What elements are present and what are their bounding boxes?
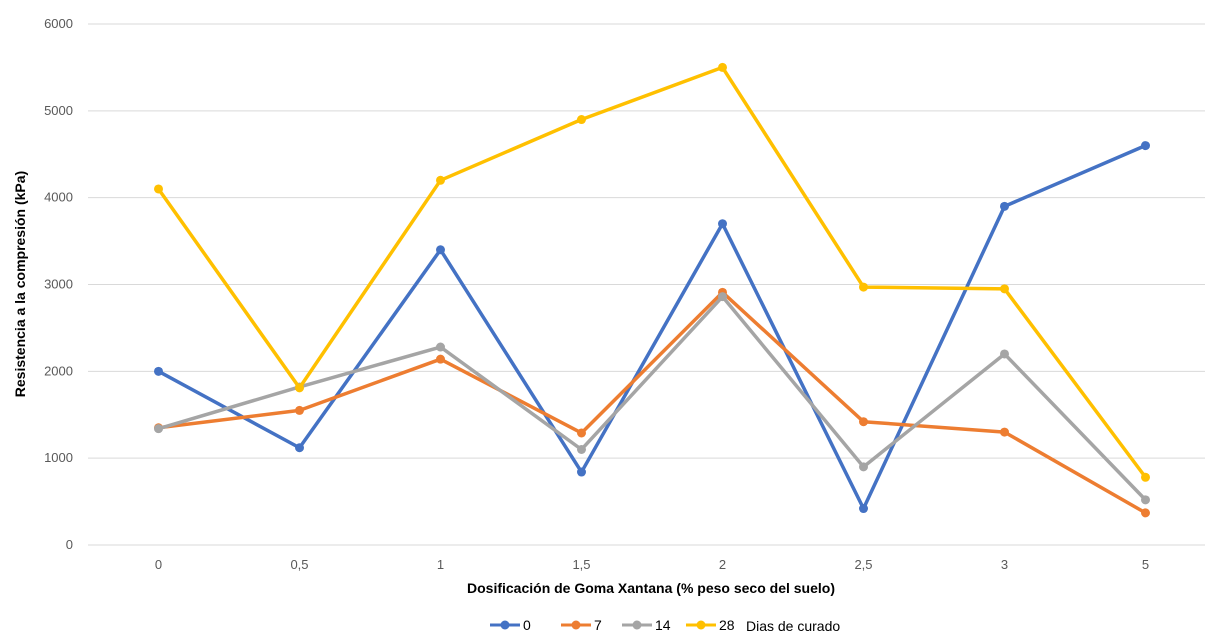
series-line: [156, 290, 1148, 515]
data-point: [577, 428, 586, 438]
data-point: [154, 366, 163, 376]
legend: Dias de curado 0 7 14 28: [490, 617, 840, 633]
data-point: [1000, 349, 1009, 359]
x-axis-title: Dosificación de Goma Xantana (% peso sec…: [467, 580, 835, 596]
x-tick-label: 0: [155, 557, 162, 572]
legend-label: 28: [719, 617, 735, 633]
data-point: [1000, 201, 1009, 211]
x-tick-label: 0,5: [290, 557, 308, 572]
data-point: [1141, 508, 1150, 518]
data-point: [436, 342, 445, 352]
series-28: [154, 62, 1150, 482]
data-point: [577, 467, 586, 477]
data-point: [859, 417, 868, 427]
legend-item-7: 7: [561, 617, 602, 633]
data-point: [1141, 472, 1150, 482]
data-point: [1000, 284, 1009, 294]
legend-swatch-marker: [571, 620, 581, 630]
series-line: [156, 65, 1148, 480]
x-tick-label: 5: [1142, 557, 1149, 572]
legend-swatch-marker: [500, 620, 510, 630]
x-tick-label: 2,5: [854, 557, 872, 572]
series-line: [156, 294, 1148, 502]
y-tick-label: 3000: [44, 277, 73, 292]
data-point: [436, 354, 445, 364]
data-point: [436, 175, 445, 185]
x-tick-label: 1: [437, 557, 444, 572]
x-axis-ticks: 0 0,5 1 1,5 2 2,5 3 5: [155, 557, 1149, 572]
series-line: [156, 143, 1148, 511]
data-point: [154, 184, 163, 194]
data-point: [436, 245, 445, 255]
legend-label: 0: [523, 617, 531, 633]
data-point: [859, 282, 868, 292]
data-point: [295, 383, 304, 393]
x-tick-label: 3: [1001, 557, 1008, 572]
series-7: [154, 287, 1150, 518]
data-point: [295, 405, 304, 415]
data-point: [1141, 495, 1150, 505]
y-tick-label: 0: [66, 537, 73, 552]
y-tick-label: 5000: [44, 103, 73, 118]
x-tick-label: 1,5: [572, 557, 590, 572]
data-point: [859, 462, 868, 472]
data-point: [718, 62, 727, 72]
data-point: [718, 292, 727, 302]
y-axis-title: Resistencia a la compresión (kPa): [12, 171, 28, 397]
legend-swatch-marker: [696, 620, 706, 630]
y-tick-label: 6000: [44, 16, 73, 31]
x-tick-label: 2: [719, 557, 726, 572]
y-tick-label: 1000: [44, 450, 73, 465]
legend-label: 14: [655, 617, 671, 633]
y-tick-label: 4000: [44, 190, 73, 205]
legend-item-0: 0: [490, 617, 531, 633]
series-lines: [154, 62, 1150, 518]
data-point: [154, 424, 163, 434]
series-14: [154, 292, 1150, 505]
y-tick-label: 2000: [44, 363, 73, 378]
legend-title: Dias de curado: [746, 618, 840, 633]
data-point: [1000, 427, 1009, 437]
series-0: [154, 141, 1150, 514]
y-axis-ticks: 0 1000 2000 3000 4000 5000 6000: [44, 16, 73, 552]
data-point: [577, 444, 586, 454]
data-point: [577, 115, 586, 125]
legend-item-14: 14: [622, 617, 671, 633]
legend-label: 7: [594, 617, 602, 633]
legend-swatch-marker: [632, 620, 642, 630]
data-point: [718, 219, 727, 229]
data-point: [295, 443, 304, 453]
data-point: [1141, 141, 1150, 151]
gridlines: [88, 23, 1205, 546]
data-point: [859, 504, 868, 514]
legend-item-28: 28: [686, 617, 735, 633]
